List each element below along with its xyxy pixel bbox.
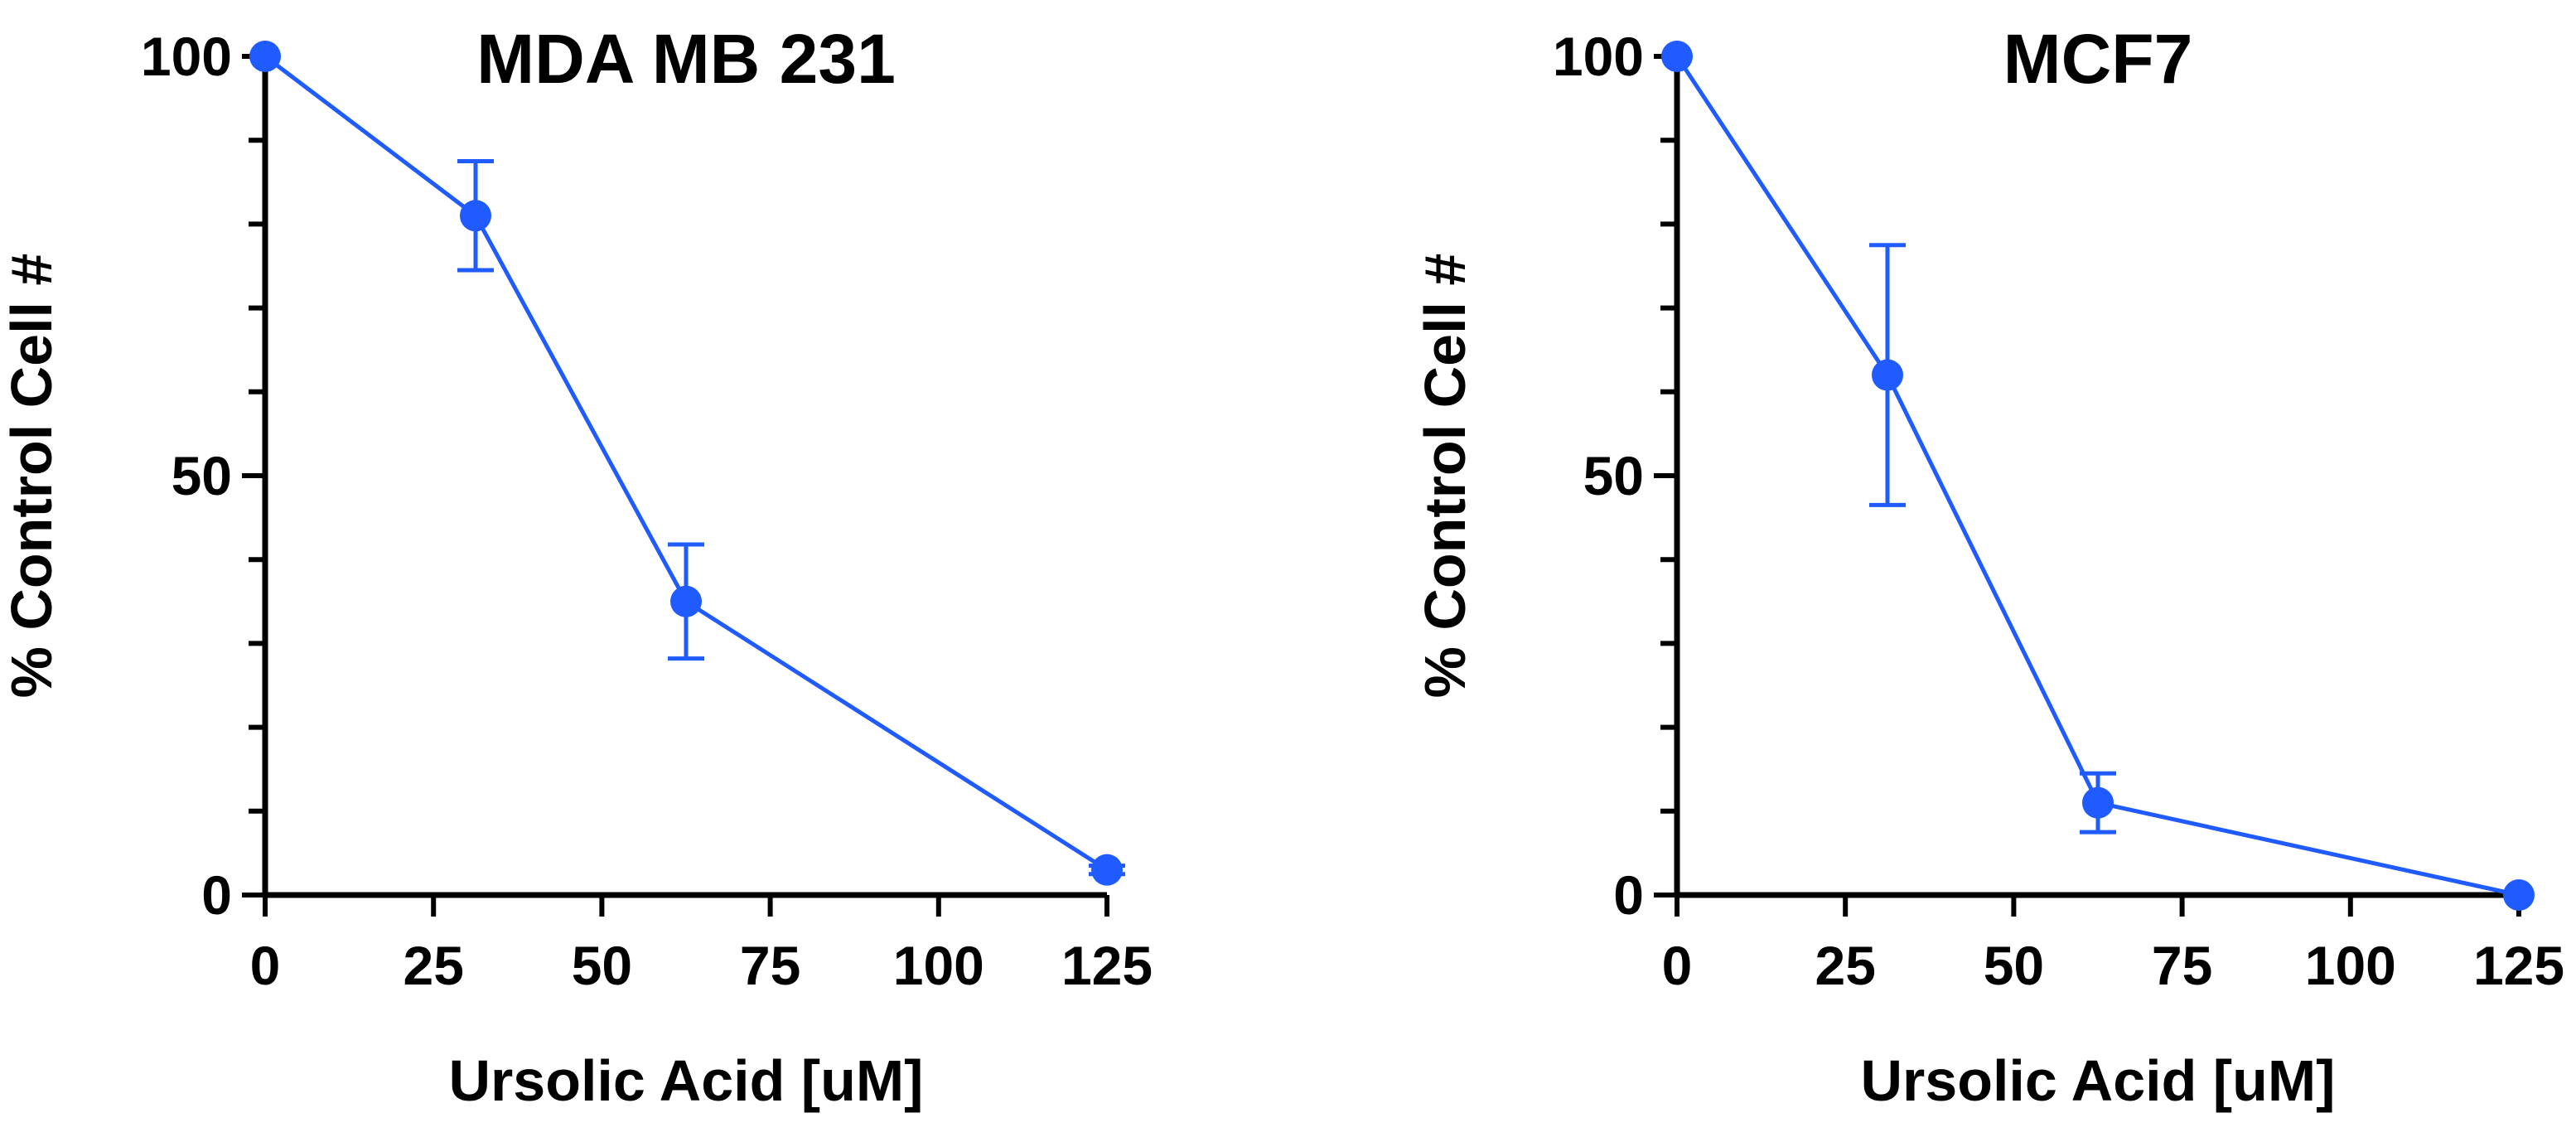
x-tick-label: 125 bbox=[1061, 935, 1153, 996]
chart-panel-2: 0 50 100 0 25 50 75 100 125 Ursolic Acid [uM] % Co… bbox=[1413, 20, 2564, 1113]
y-tick-label: 50 bbox=[1583, 445, 1644, 506]
data-point bbox=[460, 200, 491, 232]
data-point bbox=[2503, 879, 2535, 911]
y-axis-title: % Control Cell # bbox=[1413, 254, 1477, 699]
x-axis-title: Ursolic Acid [uM] bbox=[449, 1048, 924, 1113]
data-point bbox=[1091, 854, 1123, 886]
series-line bbox=[1675, 55, 2520, 898]
y-tick-label: 100 bbox=[141, 26, 232, 87]
x-tick-label: 0 bbox=[250, 935, 281, 996]
x-tick-label: 0 bbox=[1662, 935, 1693, 996]
data-point bbox=[670, 585, 702, 617]
x-tick-label: 100 bbox=[2305, 935, 2396, 996]
y-axis-title: % Control Cell # bbox=[0, 254, 64, 699]
chart-panel-1: 0 50 100 0 25 50 75 100 125 Ursolic Acid [uM] % Co… bbox=[0, 20, 1153, 1113]
data-point bbox=[1872, 359, 1903, 391]
x-tick-label: 25 bbox=[403, 935, 463, 996]
x-tick-label: 100 bbox=[893, 935, 984, 996]
x-tick-label: 75 bbox=[2152, 935, 2212, 996]
y-tick-label: 0 bbox=[201, 864, 232, 926]
x-tick-label: 75 bbox=[740, 935, 800, 996]
chart-title: MDA MB 231 bbox=[476, 20, 896, 98]
x-tick-label: 50 bbox=[1984, 935, 2044, 996]
data-point bbox=[2082, 786, 2114, 819]
y-tick-label: 100 bbox=[1553, 26, 1644, 87]
x-tick-label: 50 bbox=[572, 935, 632, 996]
series-line bbox=[263, 55, 1109, 872]
y-tick-label: 0 bbox=[1613, 864, 1644, 926]
y-tick-label: 50 bbox=[172, 445, 232, 506]
chart-title: MCF7 bbox=[2003, 20, 2193, 98]
x-tick-label: 25 bbox=[1815, 935, 1875, 996]
data-point bbox=[1661, 41, 1693, 72]
data-point bbox=[249, 41, 281, 72]
x-tick-label: 125 bbox=[2473, 935, 2564, 996]
x-axis-title: Ursolic Acid [uM] bbox=[1861, 1048, 2336, 1113]
